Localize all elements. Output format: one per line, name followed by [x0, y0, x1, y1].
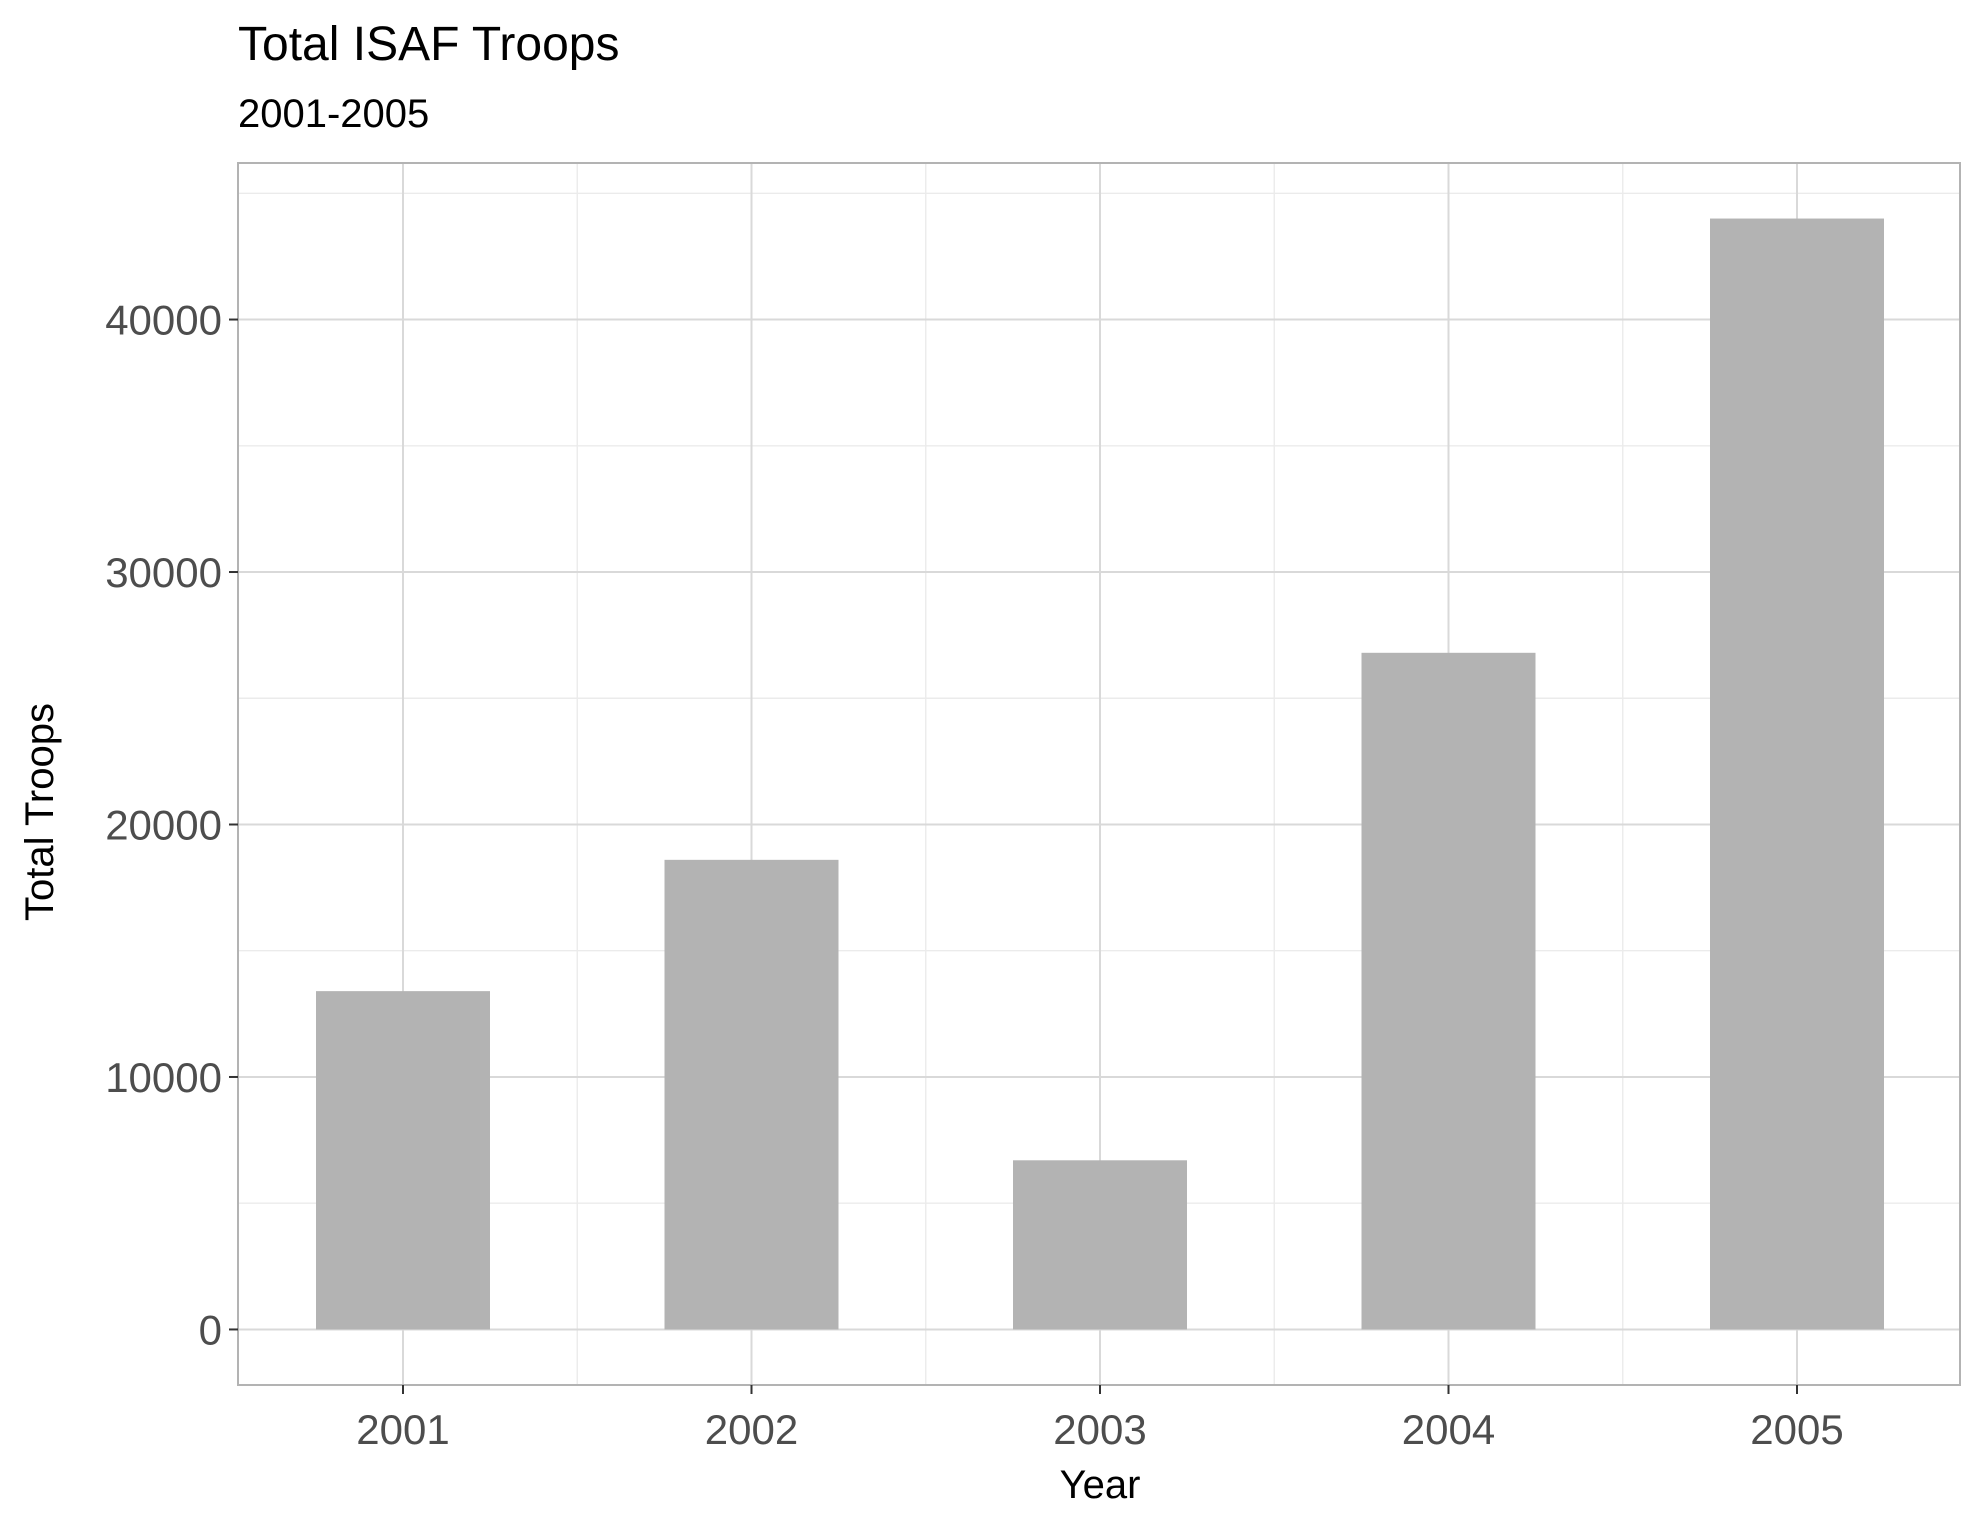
x-tick-label: 2002 — [705, 1406, 798, 1453]
y-tick-label: 10000 — [105, 1054, 222, 1101]
bar-2004 — [1361, 652, 1536, 1330]
bar-2003 — [1013, 1160, 1187, 1330]
chart-title: Total ISAF Troops — [238, 18, 620, 71]
y-tick-label: 30000 — [105, 549, 222, 596]
bars — [316, 218, 1884, 1330]
x-tick-label: 2004 — [1402, 1406, 1495, 1453]
y-tick-label: 20000 — [105, 801, 222, 848]
y-tick-label: 0 — [199, 1306, 222, 1353]
axis-ticks — [229, 318, 1798, 1394]
bar-2001 — [316, 991, 490, 1330]
bar-2002 — [664, 859, 839, 1330]
x-tick-label: 2003 — [1053, 1406, 1146, 1453]
chart-subtitle: 2001-2005 — [238, 92, 429, 136]
tick-labels: 0 10000 20000 30000 40000 2001 2002 2003 2004 200… — [105, 297, 1844, 1453]
x-tick-label: 2005 — [1750, 1406, 1843, 1453]
y-tick-label: 40000 — [105, 297, 222, 344]
x-axis-title: Year — [1060, 1463, 1141, 1507]
bar-2005 — [1710, 218, 1884, 1330]
y-axis-title: Total Troops — [18, 703, 62, 921]
x-tick-label: 2001 — [356, 1406, 449, 1453]
